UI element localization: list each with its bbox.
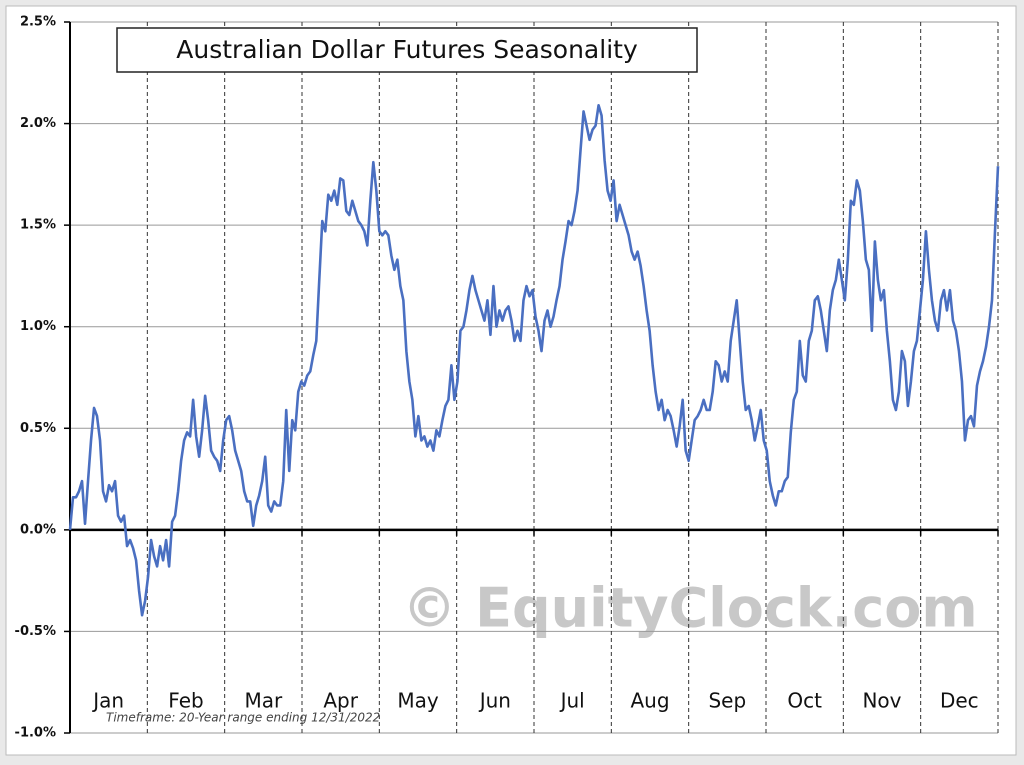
chart-title: Australian Dollar Futures Seasonality xyxy=(176,35,638,64)
y-tick-label: 0.0% xyxy=(20,522,56,537)
y-tick-label: 0.5% xyxy=(20,421,56,436)
x-tick-label: May xyxy=(397,689,439,713)
footnote: Timeframe: 20-Year range ending 12/31/20… xyxy=(106,711,380,725)
title-box xyxy=(116,27,698,73)
x-tick-label: Dec xyxy=(940,689,979,713)
x-tick-label: Feb xyxy=(168,689,203,713)
panel xyxy=(5,5,1017,756)
y-tick-label: -1.0% xyxy=(15,726,56,741)
y-tick-label: 1.5% xyxy=(20,218,56,233)
series-line xyxy=(68,103,1000,617)
x-tick-label: Mar xyxy=(244,689,283,713)
x-tick-label: Oct xyxy=(787,689,822,713)
y-tick-label: -0.5% xyxy=(15,624,56,639)
y-tick-label: 2.0% xyxy=(20,116,56,131)
x-tick-label: Jul xyxy=(559,689,585,713)
y-tick-label: 1.0% xyxy=(20,319,56,334)
watermark: © EquityClock.com xyxy=(402,577,977,640)
x-tick-label: Aug xyxy=(630,689,669,713)
x-tick-label: Jan xyxy=(91,689,124,713)
x-tick-label: Jun xyxy=(478,689,511,713)
y-tick-label: 2.5% xyxy=(20,15,56,30)
x-tick-label: Nov xyxy=(862,689,901,713)
x-tick-label: Sep xyxy=(708,689,746,713)
x-tick-label: Apr xyxy=(323,689,358,713)
